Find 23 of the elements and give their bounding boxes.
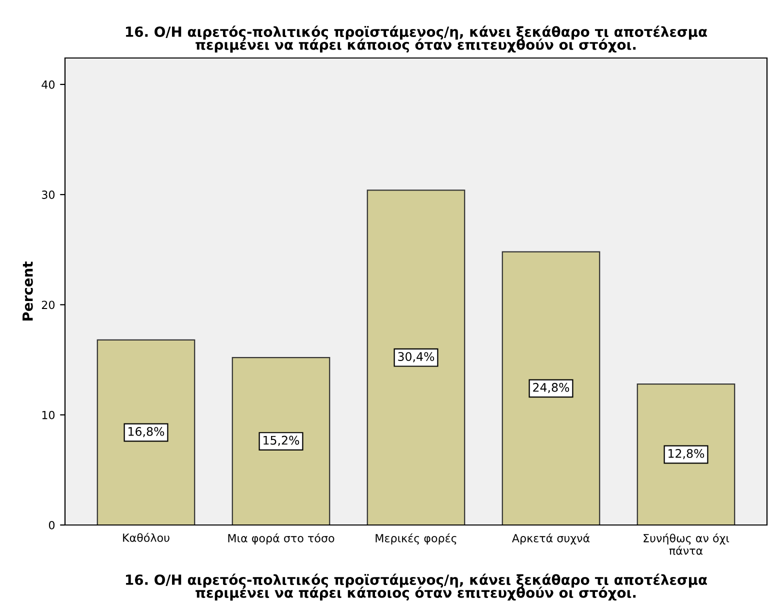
bar [96, 339, 196, 525]
x-tick-label: Καθόλου [123, 532, 170, 542]
chart-title: 16. Ο/Η αιρετός-πολιτικός προϊστάμενος/η, κάνει ξεκάθαρο τι αποτέλεσμα περιμένει να πάρει κάποιος όταν επιτευχθούν οι στόχοι. [126, 26, 707, 53]
data-label: 24,8% [533, 382, 570, 394]
y-tick-label: 10 [42, 410, 55, 420]
x-tick-label: Μια φορά στο τόσο [228, 533, 334, 545]
y-axis-title: Percent [22, 262, 33, 321]
x-tick-label: Μερικές φορές [376, 533, 456, 545]
bar [366, 190, 466, 525]
y-tick-label: 30 [42, 190, 55, 199]
y-tick-label: 20 [42, 300, 55, 310]
data-label: 12,8% [668, 449, 704, 460]
data-label: 15,2% [264, 436, 300, 446]
bar [232, 357, 330, 525]
y-tick-label: 40 [42, 80, 55, 89]
data-label: 16,8% [128, 426, 164, 438]
x-axis-title: 16. Ο/Η αιρετός-πολιτικός προϊστάμενος/η, κάνει ξεκάθαρο τι αποτέλεσμα περιμένει να πάρει κάποιος όταν επιτευχθούν οι στόχοι. [126, 574, 707, 601]
x-tick-label: Αρκετά συχνά [512, 533, 590, 545]
y-tick-label: 0 [48, 520, 55, 530]
bar [502, 251, 600, 525]
x-tick-label: Συνήθως αν όχι πάντα [644, 533, 730, 555]
bar [636, 383, 736, 525]
data-label: 30,4% [398, 352, 434, 362]
